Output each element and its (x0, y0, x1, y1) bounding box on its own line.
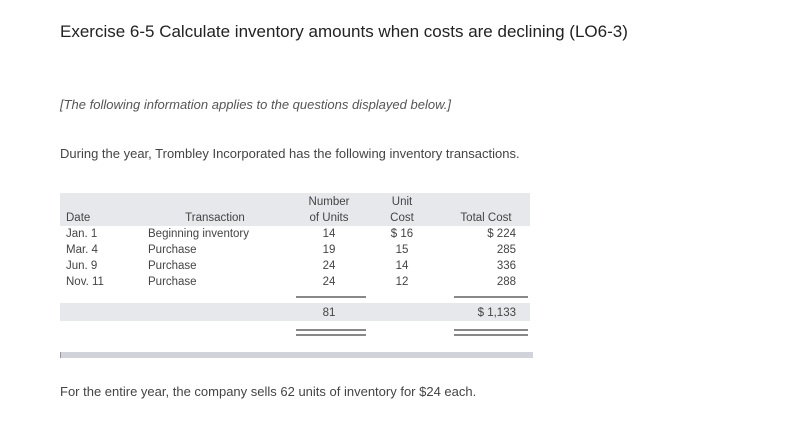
row-transaction: Purchase (148, 244, 197, 256)
table-header-band (60, 193, 530, 226)
closing-text: For the entire year, the company sells 6… (60, 384, 477, 399)
info-note: [The following information applies to th… (60, 97, 451, 112)
header-date: Date (66, 212, 91, 224)
table-total-band (60, 303, 530, 321)
row-total-cost: 288 (496, 276, 516, 288)
header-number-line2: of Units (309, 212, 349, 224)
total-cost-sum: $ 1,133 (477, 307, 516, 319)
total-double-rule-bottom (454, 334, 528, 336)
row-unit-cost: 14 (395, 260, 409, 272)
row-transaction: Beginning inventory (148, 228, 250, 240)
units-double-rule-top (296, 329, 366, 331)
row-units: 24 (322, 260, 336, 272)
inventory-table: Number Unit Date Transaction of Units Co… (60, 193, 530, 347)
total-double-rule-top (454, 329, 528, 331)
row-transaction: Purchase (148, 276, 197, 288)
row-units: 24 (322, 276, 336, 288)
table-bottom-bar (60, 352, 533, 358)
total-units: 81 (322, 307, 336, 319)
row-date: Jan. 1 (66, 228, 98, 240)
row-unit-cost: 15 (395, 244, 409, 256)
row-total-cost: 336 (496, 260, 516, 272)
row-total-cost: $ 224 (487, 228, 516, 240)
row-date: Nov. 11 (66, 276, 104, 288)
row-units: 19 (322, 244, 336, 256)
units-double-rule-bottom (296, 334, 366, 336)
header-total-cost: Total Cost (460, 212, 512, 224)
header-unit-cost-line2: Cost (390, 212, 414, 224)
row-date: Jun. 9 (66, 260, 98, 272)
row-unit-cost: 12 (395, 276, 409, 288)
header-unit-cost-line1: Unit (391, 196, 413, 208)
row-units: 14 (322, 228, 336, 240)
header-transaction: Transaction (185, 212, 245, 224)
row-date: Mar. 4 (66, 244, 98, 256)
exercise-title: Exercise 6-5 Calculate inventory amounts… (60, 22, 628, 41)
intro-text: During the year, Trombley Incorporated h… (60, 146, 520, 161)
row-unit-cost: $ 16 (390, 228, 414, 240)
row-total-cost: 285 (496, 244, 516, 256)
units-subtotal-rule (296, 296, 366, 298)
row-transaction: Purchase (148, 260, 197, 272)
total-subtotal-rule (454, 296, 528, 298)
header-number-line1: Number (308, 196, 350, 208)
